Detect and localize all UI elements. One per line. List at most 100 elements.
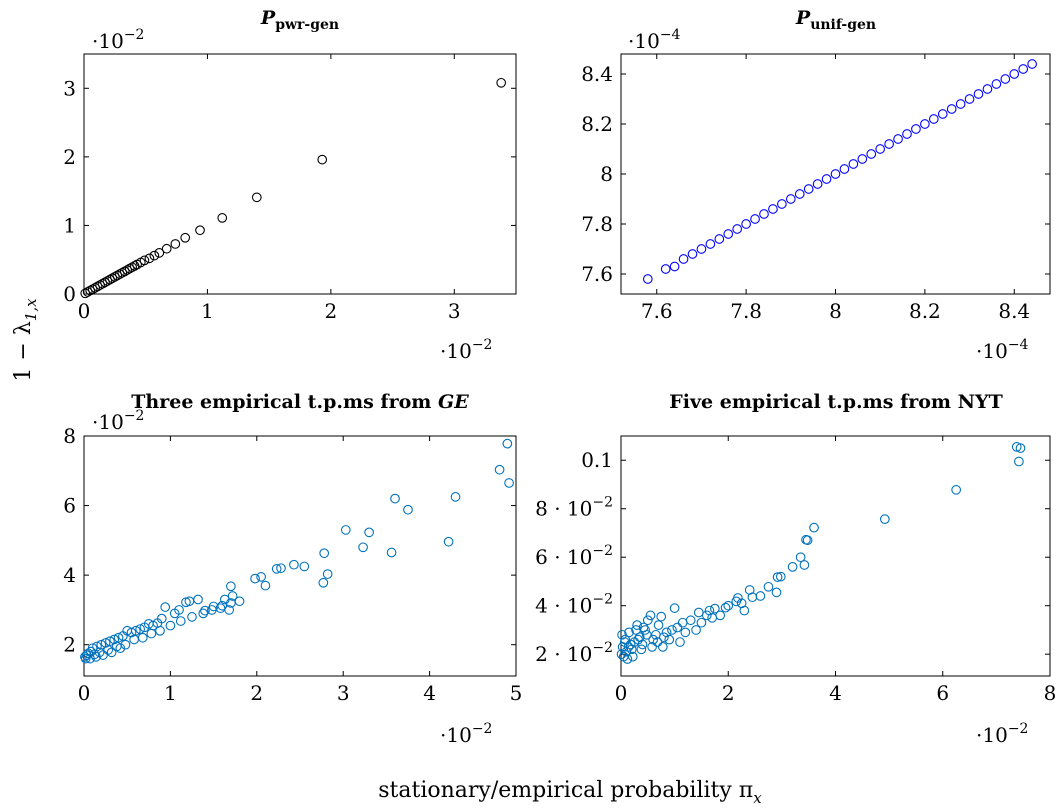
- chart-title: Five empirical t.p.ms from NYT: [669, 391, 1002, 413]
- data-point: [955, 99, 966, 109]
- data-point: [866, 149, 877, 159]
- data-point: [616, 649, 627, 660]
- x-tick-label: 0: [615, 681, 628, 705]
- x-multiplier: ·10−2: [440, 337, 492, 363]
- data-point: [502, 438, 513, 449]
- data-point: [785, 194, 796, 204]
- data-point: [175, 616, 186, 626]
- x-multiplier: ·10−4: [976, 337, 1029, 363]
- x-tick-label: 0: [78, 681, 91, 705]
- data-point: [973, 89, 984, 99]
- data-point: [677, 617, 688, 628]
- data-point: [198, 608, 209, 619]
- data-point: [667, 625, 677, 635]
- y-tick-label: 2 · 10−2: [535, 640, 613, 666]
- data-point: [195, 225, 205, 236]
- data-point: [839, 164, 850, 174]
- data-point: [720, 602, 731, 613]
- data-point: [126, 627, 137, 638]
- data-point: [110, 272, 120, 282]
- data-point: [937, 109, 948, 119]
- data-point: [627, 651, 638, 662]
- x-tick-label: 8: [1044, 681, 1057, 705]
- data-point: [144, 253, 155, 264]
- data-point: [821, 174, 832, 184]
- data-point: [723, 229, 734, 239]
- data-point: [129, 261, 140, 271]
- data-point: [119, 266, 130, 277]
- data-point: [647, 642, 657, 652]
- data-point: [763, 581, 774, 592]
- data-point: [251, 192, 262, 203]
- data-point: [739, 605, 750, 616]
- plot-frame: [83, 435, 517, 677]
- x-tick-label: 2: [324, 299, 337, 323]
- data-point: [170, 239, 181, 249]
- data-point: [299, 561, 310, 572]
- data-point: [95, 280, 105, 290]
- y-tick-label: 8: [600, 162, 613, 186]
- data-point: [964, 94, 975, 104]
- data-point: [759, 209, 769, 219]
- data-point: [1014, 456, 1024, 467]
- data-point: [946, 104, 957, 114]
- data-point: [193, 594, 203, 605]
- x-tick-label: 6: [936, 681, 949, 705]
- data-point: [135, 624, 146, 634]
- data-point: [97, 278, 108, 289]
- data-point: [951, 484, 962, 495]
- x-tick-label: 2: [722, 681, 735, 705]
- data-point: [685, 615, 696, 626]
- chart-title: Three empirical t.p.ms from GE: [131, 391, 469, 413]
- data-point: [633, 634, 644, 645]
- x-multiplier: ·10−2: [440, 721, 492, 747]
- x-tick-label: 2: [250, 681, 263, 705]
- data-point: [107, 273, 118, 284]
- chart-title: Ppwr-gen: [260, 7, 339, 33]
- data-point: [652, 637, 663, 647]
- data-point: [443, 536, 454, 547]
- data-point: [227, 591, 238, 601]
- data-point: [98, 650, 108, 660]
- data-point: [289, 559, 299, 570]
- data-point: [80, 653, 91, 664]
- data-point: [496, 77, 507, 88]
- data-point: [504, 478, 514, 488]
- data-point: [830, 169, 841, 179]
- data-point: [386, 547, 397, 558]
- x-tick-label: 4: [829, 681, 842, 705]
- data-point: [1011, 442, 1022, 452]
- data-point: [777, 199, 787, 209]
- data-point: [809, 522, 819, 533]
- x-tick-label: 3: [448, 299, 461, 323]
- data-point: [675, 637, 685, 647]
- data-point: [875, 144, 886, 154]
- data-point: [364, 527, 374, 538]
- global-y-label: 1 − λ1,x: [11, 298, 40, 382]
- data-point: [626, 644, 637, 655]
- data-point: [160, 602, 171, 612]
- data-point: [638, 622, 649, 633]
- y-tick-label: 6 · 10−2: [535, 543, 613, 569]
- data-point: [656, 611, 667, 622]
- data-point: [755, 591, 766, 601]
- data-point: [90, 282, 100, 293]
- y-tick-label: 0.1: [581, 448, 613, 472]
- data-point: [226, 581, 236, 592]
- data-point: [117, 267, 128, 278]
- x-tick-label: 1: [201, 299, 214, 323]
- y-tick-label: 4: [63, 563, 76, 587]
- x-tick-label: 0: [78, 299, 91, 323]
- data-point: [403, 504, 413, 515]
- data-point: [96, 639, 107, 650]
- data-point: [217, 213, 228, 223]
- data-point: [857, 154, 868, 164]
- data-point: [660, 264, 671, 274]
- data-point: [340, 525, 351, 535]
- data-point: [750, 214, 760, 224]
- data-point: [622, 654, 633, 664]
- data-point: [165, 620, 176, 631]
- data-point: [146, 628, 157, 639]
- x-tick-label: 4: [423, 681, 436, 705]
- data-point: [775, 571, 786, 582]
